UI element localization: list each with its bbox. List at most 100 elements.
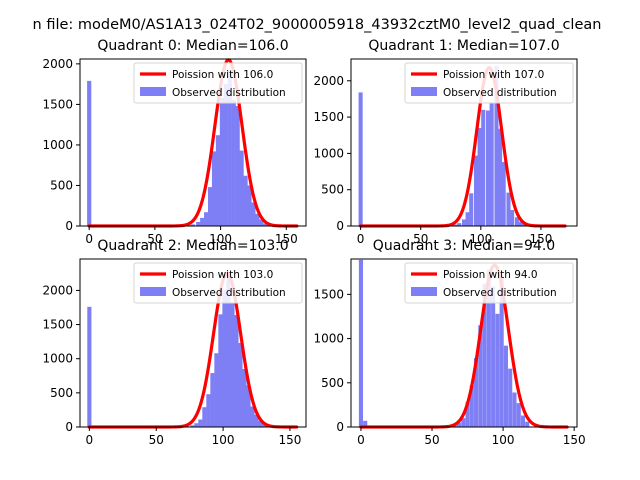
axes-frame <box>79 258 307 428</box>
legend-bar-swatch <box>411 287 437 296</box>
x-tick-label: 50 <box>424 433 439 447</box>
histogram-bar <box>469 193 474 226</box>
histogram-bar <box>251 202 256 226</box>
legend-box <box>404 62 574 104</box>
histogram-bar <box>247 185 252 226</box>
histogram-bar <box>226 273 231 427</box>
legend: Poission with 106.0 Observed distribution <box>133 62 303 104</box>
legend-box <box>133 62 303 104</box>
subplot-quadrant-1: Quadrant 1: Median=107.00 50 100 1500500100… <box>313 38 578 246</box>
y-tick-label: 2000 <box>313 74 344 88</box>
y-tick-label: 500 <box>321 183 344 197</box>
histogram-bar <box>246 385 251 427</box>
x-tick-label: 0 <box>357 433 365 447</box>
observed-histogram <box>358 259 530 427</box>
histogram-bar <box>210 373 215 427</box>
histogram-bar <box>481 109 486 226</box>
observed-histogram <box>87 70 268 226</box>
histogram-bar <box>238 343 243 427</box>
y-tick-label: 500 <box>321 376 344 390</box>
y-tick-label: 1000 <box>313 332 344 346</box>
legend-label-poisson: Poission with 106.0 <box>172 69 273 81</box>
legend-label-observed: Observed distribution <box>172 287 286 299</box>
histogram-bar <box>243 175 248 226</box>
y-tick-label: 0 <box>336 219 344 233</box>
legend: Poission with 107.0 Observed distribution <box>404 62 574 104</box>
histogram-bar <box>207 187 213 226</box>
y-tick-label: 1000 <box>313 146 344 160</box>
histogram-bar <box>486 110 491 226</box>
histogram-bar <box>465 212 470 226</box>
histogram-bar <box>522 223 527 226</box>
histogram-bar <box>461 219 467 226</box>
histogram-bar <box>457 223 462 226</box>
histogram-bar <box>363 420 368 427</box>
x-tick-label: 150 <box>563 433 586 447</box>
y-tick-label: 0 <box>65 420 73 434</box>
y-tick-label: 1500 <box>313 287 344 301</box>
histogram-bar <box>465 402 470 427</box>
x-tick-label: 0 <box>85 232 93 246</box>
y-tick-label: 0 <box>336 420 344 434</box>
axes-frame <box>350 258 578 428</box>
histogram-bar <box>231 99 236 226</box>
axes-frame <box>350 58 578 227</box>
histogram-bar <box>456 422 462 427</box>
histogram-bar <box>482 283 487 427</box>
histogram-bar <box>206 394 211 427</box>
histogram-bar <box>358 92 363 227</box>
histogram-bar <box>194 423 199 427</box>
subplot-quadrant-0: Quadrant 0: Median=106.00 50 100 1500500100… <box>42 38 307 246</box>
legend-bar-swatch <box>140 287 166 296</box>
histogram-bar <box>473 155 479 226</box>
histogram-bar <box>494 66 499 226</box>
legend-bar-swatch <box>140 87 166 96</box>
histogram-bar <box>230 303 235 427</box>
histogram-bar <box>262 424 267 427</box>
histogram-bar <box>520 415 526 427</box>
histogram-bar <box>510 210 515 226</box>
x-tick-label: 100 <box>212 433 235 447</box>
histogram-bar <box>218 314 223 427</box>
histogram-bar <box>508 368 513 427</box>
x-tick-label: 50 <box>149 433 164 447</box>
observed-histogram <box>87 273 267 427</box>
histogram-bar <box>87 80 92 226</box>
histogram-bar <box>200 217 205 226</box>
subplot-grid: Quadrant 0: Median=106.00 50 100 1500500100… <box>42 38 585 447</box>
x-tick-label: 50 <box>147 232 162 246</box>
histogram-bar <box>227 70 232 226</box>
legend-label-observed: Observed distribution <box>443 287 557 299</box>
x-tick-label: 100 <box>492 433 515 447</box>
histogram-bar <box>498 128 503 226</box>
x-tick-label: 150 <box>278 433 301 447</box>
histogram-bar <box>506 192 511 226</box>
histogram-bar <box>525 421 530 427</box>
histogram-bar <box>255 213 260 226</box>
x-tick-label: 100 <box>209 232 232 246</box>
histogram-bar <box>512 392 517 427</box>
subplot-title: Quadrant 1: Median=107.0 <box>368 38 559 54</box>
legend-box <box>404 262 574 304</box>
y-tick-label: 1500 <box>42 318 73 332</box>
figure-suptitle: n file: modeM0/AS1A13_024T02_9000005918_… <box>33 17 602 33</box>
histogram-bar <box>242 368 247 427</box>
histogram-bar <box>190 224 196 226</box>
histogram-bar <box>474 358 479 427</box>
subplot-title: Quadrant 0: Median=106.0 <box>97 38 288 54</box>
legend-label-poisson: Poission with 103.0 <box>172 269 273 281</box>
y-tick-label: 500 <box>50 386 73 400</box>
legend-label-poisson: Poission with 94.0 <box>443 269 538 281</box>
histogram-bar <box>219 97 224 226</box>
histogram-bar <box>239 150 244 226</box>
legend-label-observed: Observed distribution <box>172 87 286 99</box>
y-tick-label: 2000 <box>42 283 73 297</box>
x-tick-label: 0 <box>357 232 365 246</box>
histogram-bar <box>250 406 255 427</box>
subplot-title: Quadrant 2: Median=103.0 <box>97 238 288 254</box>
histogram-bar <box>514 217 519 226</box>
histogram-bar <box>501 162 506 226</box>
y-tick-label: 1000 <box>42 352 73 366</box>
histogram-bar <box>258 420 263 427</box>
